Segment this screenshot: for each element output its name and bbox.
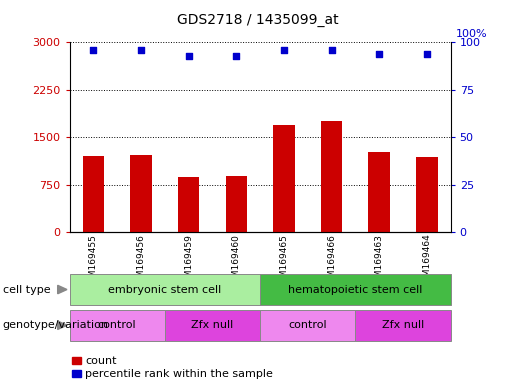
Text: genotype/variation: genotype/variation bbox=[3, 320, 109, 330]
Point bbox=[89, 47, 97, 53]
Text: embryonic stem cell: embryonic stem cell bbox=[108, 285, 221, 295]
Point bbox=[184, 53, 193, 59]
Bar bbox=[321, 121, 342, 232]
Bar bbox=[178, 177, 199, 232]
Point bbox=[280, 47, 288, 53]
Bar bbox=[416, 157, 438, 232]
Text: Zfx null: Zfx null bbox=[382, 320, 424, 330]
Text: 100%: 100% bbox=[456, 30, 488, 40]
Text: control: control bbox=[98, 320, 136, 330]
Text: GDS2718 / 1435099_at: GDS2718 / 1435099_at bbox=[177, 13, 338, 27]
Bar bbox=[226, 176, 247, 232]
Point bbox=[328, 47, 336, 53]
Bar bbox=[368, 152, 390, 232]
Text: cell type: cell type bbox=[3, 285, 50, 295]
Point bbox=[423, 51, 431, 57]
Text: count: count bbox=[85, 356, 116, 366]
Bar bbox=[273, 124, 295, 232]
Text: percentile rank within the sample: percentile rank within the sample bbox=[85, 369, 273, 379]
Text: Zfx null: Zfx null bbox=[191, 320, 234, 330]
Point bbox=[375, 51, 383, 57]
Point bbox=[137, 47, 145, 53]
Bar bbox=[82, 156, 104, 232]
Point bbox=[232, 53, 241, 59]
Text: control: control bbox=[288, 320, 327, 330]
Text: hematopoietic stem cell: hematopoietic stem cell bbox=[288, 285, 422, 295]
Bar bbox=[130, 155, 152, 232]
